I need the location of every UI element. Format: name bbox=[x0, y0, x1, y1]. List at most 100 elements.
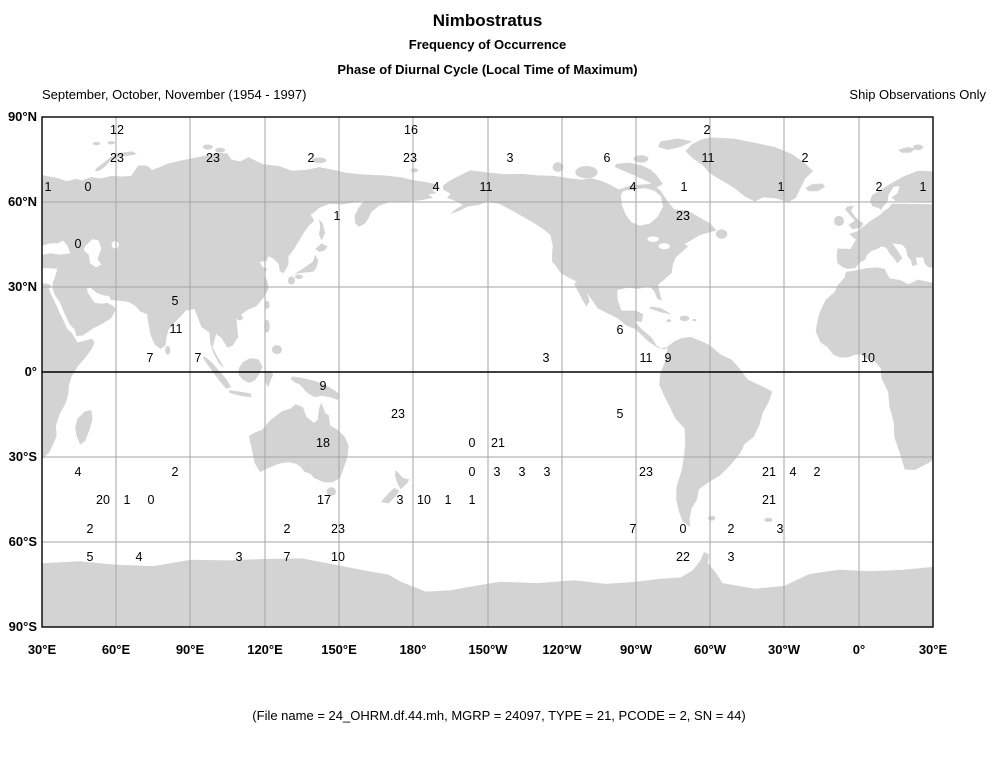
island-shape bbox=[834, 215, 844, 227]
map-value: 3 bbox=[519, 465, 526, 479]
map-value: 21 bbox=[762, 465, 776, 479]
island-shape bbox=[715, 229, 728, 239]
source-label: Ship Observations Only bbox=[849, 87, 986, 102]
map-value: 23 bbox=[639, 465, 653, 479]
inland-sea-shape bbox=[620, 188, 663, 226]
island-shape bbox=[410, 168, 419, 173]
map-value: 1 bbox=[334, 209, 341, 223]
map-value: 5 bbox=[617, 407, 624, 421]
map-value: 1 bbox=[469, 493, 476, 507]
map-value: 1 bbox=[45, 180, 52, 194]
x-tick-label: 30°E bbox=[27, 642, 57, 657]
map-value: 7 bbox=[195, 351, 202, 365]
map-value: 23 bbox=[206, 151, 220, 165]
land-shape bbox=[264, 370, 274, 388]
map-value: 0 bbox=[680, 522, 687, 536]
map-value: 5 bbox=[87, 550, 94, 564]
map-value: 0 bbox=[85, 180, 92, 194]
map-value: 2 bbox=[172, 465, 179, 479]
land-shape bbox=[658, 138, 693, 150]
map-value: 17 bbox=[317, 493, 331, 507]
map-value: 0 bbox=[469, 436, 476, 450]
land-shape bbox=[238, 358, 263, 383]
x-tick-label: 150°W bbox=[468, 642, 508, 657]
map-value: 4 bbox=[136, 550, 143, 564]
map-value: 3 bbox=[236, 550, 243, 564]
island-shape bbox=[692, 319, 697, 322]
period-label: September, October, November (1954 - 199… bbox=[42, 87, 307, 102]
land-shape bbox=[42, 152, 441, 368]
x-tick-label: 30°W bbox=[768, 642, 800, 657]
file-info: (File name = 24_OHRM.df.44.mh, MGRP = 24… bbox=[252, 708, 746, 723]
map-value: 1 bbox=[681, 180, 688, 194]
lake-shape bbox=[111, 241, 120, 249]
island-shape bbox=[265, 300, 270, 309]
island-shape bbox=[575, 166, 598, 179]
x-tick-label: 90°W bbox=[620, 642, 652, 657]
land-shape bbox=[75, 410, 93, 445]
island-shape bbox=[666, 319, 672, 323]
map-value: 11 bbox=[170, 322, 183, 336]
map-value: 2 bbox=[814, 465, 821, 479]
chart-subtitle-phase: Phase of Diurnal Cycle (Local Time of Ma… bbox=[337, 62, 638, 77]
map-value: 2 bbox=[876, 180, 883, 194]
map-value: 3 bbox=[507, 151, 514, 165]
inland-sea-shape bbox=[42, 240, 71, 255]
lake-shape bbox=[647, 236, 659, 242]
x-tick-label: 120°W bbox=[542, 642, 582, 657]
land-shape bbox=[614, 162, 663, 189]
x-tick-label: 30°E bbox=[918, 642, 948, 657]
map-value: 3 bbox=[397, 493, 404, 507]
map-value: 22 bbox=[676, 550, 690, 564]
island-shape bbox=[288, 276, 295, 285]
land-shape bbox=[315, 243, 328, 252]
map-value: 3 bbox=[728, 550, 735, 564]
lake-shape bbox=[658, 243, 670, 250]
land-shape bbox=[573, 281, 590, 307]
map-value: 0 bbox=[75, 237, 82, 251]
map-value: 23 bbox=[391, 407, 405, 421]
map-value: 11 bbox=[480, 180, 493, 194]
map-value: 0 bbox=[469, 465, 476, 479]
map-value: 6 bbox=[617, 323, 624, 337]
land-shape bbox=[805, 183, 826, 192]
island-shape bbox=[633, 155, 649, 163]
y-tick-label: 90°S bbox=[8, 619, 37, 634]
island-shape bbox=[679, 315, 690, 322]
map-value: 9 bbox=[320, 379, 327, 393]
map-value: 2 bbox=[704, 123, 711, 137]
chart-title: Nimbostratus bbox=[432, 11, 543, 30]
island-shape bbox=[552, 162, 564, 172]
land-shape bbox=[292, 254, 319, 275]
land-shape bbox=[394, 470, 410, 490]
land-shape bbox=[228, 390, 252, 398]
island-shape bbox=[92, 141, 101, 146]
map-value: 10 bbox=[861, 351, 875, 365]
map-value: 2 bbox=[308, 151, 315, 165]
map-value: 4 bbox=[790, 465, 797, 479]
x-tick-label: 60°W bbox=[694, 642, 726, 657]
y-tick-label: 0° bbox=[24, 364, 37, 379]
y-tick-label: 30°N bbox=[7, 279, 37, 294]
map-value: 16 bbox=[404, 123, 418, 137]
map-value: 3 bbox=[494, 465, 501, 479]
island-shape bbox=[107, 141, 116, 145]
land-shape bbox=[319, 219, 326, 241]
land-shape bbox=[844, 205, 864, 230]
map-value: 11 bbox=[640, 351, 653, 365]
map-value: 23 bbox=[110, 151, 124, 165]
island-shape bbox=[294, 274, 303, 280]
map-value: 2 bbox=[87, 522, 94, 536]
map-value: 20 bbox=[96, 493, 110, 507]
land-shape bbox=[380, 487, 400, 504]
island-shape bbox=[311, 157, 327, 164]
map-value: 2 bbox=[802, 151, 809, 165]
island-shape bbox=[236, 314, 243, 321]
map-value: 2 bbox=[728, 522, 735, 536]
map-border bbox=[41, 116, 934, 628]
land-shape bbox=[898, 147, 916, 153]
map-value: 21 bbox=[762, 493, 776, 507]
map-value: 1 bbox=[920, 180, 927, 194]
island-shape bbox=[326, 487, 336, 496]
